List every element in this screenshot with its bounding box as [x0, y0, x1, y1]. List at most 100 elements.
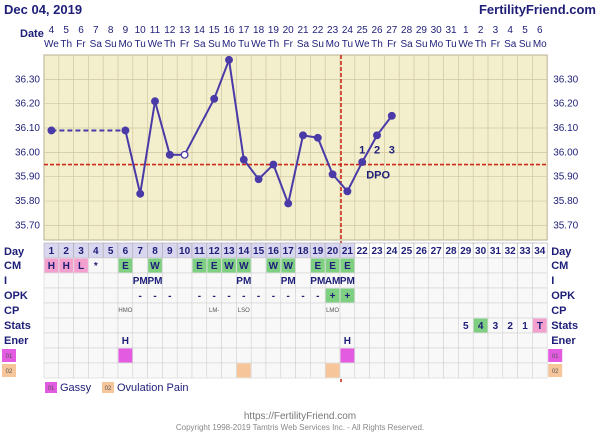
symptom-cell [369, 362, 385, 379]
row-cell [250, 317, 267, 334]
date-number: 18 [253, 25, 265, 36]
symptom-cell [369, 347, 385, 364]
row-cell [443, 317, 459, 334]
symptom-cell [295, 347, 311, 364]
row-cell [532, 272, 548, 289]
temp-segment [376, 115, 393, 136]
cell-fill [222, 258, 236, 273]
cell-fill [325, 258, 340, 273]
symptom-cell [295, 362, 311, 379]
symptom-cell [162, 347, 178, 364]
date-number: 30 [431, 25, 443, 36]
symptom-cell [428, 347, 444, 364]
symptom-cell [221, 362, 237, 379]
legend-swatch-02 [102, 382, 114, 393]
row-cell [310, 332, 326, 349]
cell-value: 2 [507, 321, 513, 332]
symptom-cell [413, 347, 430, 364]
temp-point [47, 126, 56, 135]
row-cell [176, 287, 193, 304]
row-cell [295, 257, 311, 274]
symptom-cell [73, 362, 89, 379]
y-tick-right: 35.90 [553, 172, 578, 183]
symptom-cell [58, 347, 74, 364]
cell-value: PM [236, 276, 251, 287]
row-cell [176, 302, 193, 319]
row-cell [354, 317, 370, 334]
date-number: 1 [463, 25, 469, 36]
row-cell [398, 272, 415, 289]
dpo-label: DPO [366, 170, 390, 182]
row-cell [236, 317, 252, 334]
row-cell [117, 317, 134, 334]
cell-fill [236, 258, 251, 273]
row-cell [191, 317, 208, 334]
row-cell [458, 272, 474, 289]
row-cell [443, 302, 459, 319]
cell-fill [532, 318, 547, 333]
weekday: Tu [445, 39, 456, 50]
footer-url[interactable]: https://FertilityFriend.com [244, 411, 356, 422]
row-cell [250, 302, 267, 319]
y-axis: 35.70 35.70 35.80 35.80 35.90 35.90 36.00 36.00… [15, 74, 579, 231]
row-label-stats: Stats [4, 320, 31, 332]
row-cell [280, 317, 296, 334]
row-cell [176, 332, 193, 349]
weekday: Mo [429, 39, 443, 50]
day-number: 7 [137, 246, 143, 257]
row-cell [295, 302, 311, 319]
row-cell [117, 272, 134, 289]
date-number: 23 [327, 25, 339, 36]
day-number: 5 [108, 246, 114, 257]
temp-segment [243, 159, 260, 180]
y-tick-right: 36.00 [553, 147, 578, 158]
weekday: Mo [533, 39, 547, 50]
row-cell [88, 332, 104, 349]
row-cell [428, 302, 444, 319]
date-row: 4We5Th6Fr7Sa8Su9Mo10Tu11We12Th13Fr14Sa15… [44, 25, 547, 50]
row-cell [221, 332, 237, 349]
temp-point [299, 131, 307, 140]
row-label-right-cm: CM [551, 260, 568, 272]
cell-value: - [287, 291, 290, 302]
temp-point [151, 97, 159, 106]
row-cell [324, 317, 341, 334]
row-cell [250, 272, 267, 289]
symptom-cell [280, 347, 296, 364]
row-cell [73, 317, 89, 334]
symptom-cell [176, 347, 193, 364]
weekday: Sa [297, 39, 310, 50]
weekday: Tu [238, 39, 249, 50]
row-label-cp: CP [4, 305, 19, 317]
cell-fill [148, 258, 162, 273]
cell-value: W [150, 261, 160, 272]
row-cell [162, 317, 178, 334]
symptom-cell [43, 362, 60, 379]
site-name[interactable]: FertilityFriend.com [479, 2, 596, 17]
row-cell [487, 332, 504, 349]
temp-point [136, 189, 145, 198]
row-cell [369, 302, 385, 319]
y-tick-right: 36.20 [553, 99, 578, 110]
temp-segment [346, 161, 364, 192]
weekday: Th [60, 39, 72, 50]
row-cell [162, 332, 178, 349]
weekday: Th [475, 39, 487, 50]
cell-fill [310, 258, 325, 273]
temp-segment [361, 134, 378, 163]
symptom-cell [384, 347, 400, 364]
row-label-right-cp: CP [551, 305, 566, 317]
cell-value: PM [148, 276, 163, 287]
row-cell [369, 317, 385, 334]
cell-value: - [213, 291, 216, 302]
row-label-right-stats: Stats [551, 320, 578, 332]
chart-date: Dec 04, 2019 [4, 2, 82, 17]
symptom-cell [58, 362, 74, 379]
footer-copyright: Copyright 1998-2019 Tamtris Web Services… [176, 423, 424, 432]
row-cell [502, 332, 518, 349]
date-number: 26 [371, 25, 383, 36]
row-cell [472, 272, 489, 289]
symptom-cell [472, 362, 489, 379]
row-cell [517, 287, 533, 304]
symptom-cell [310, 362, 326, 379]
